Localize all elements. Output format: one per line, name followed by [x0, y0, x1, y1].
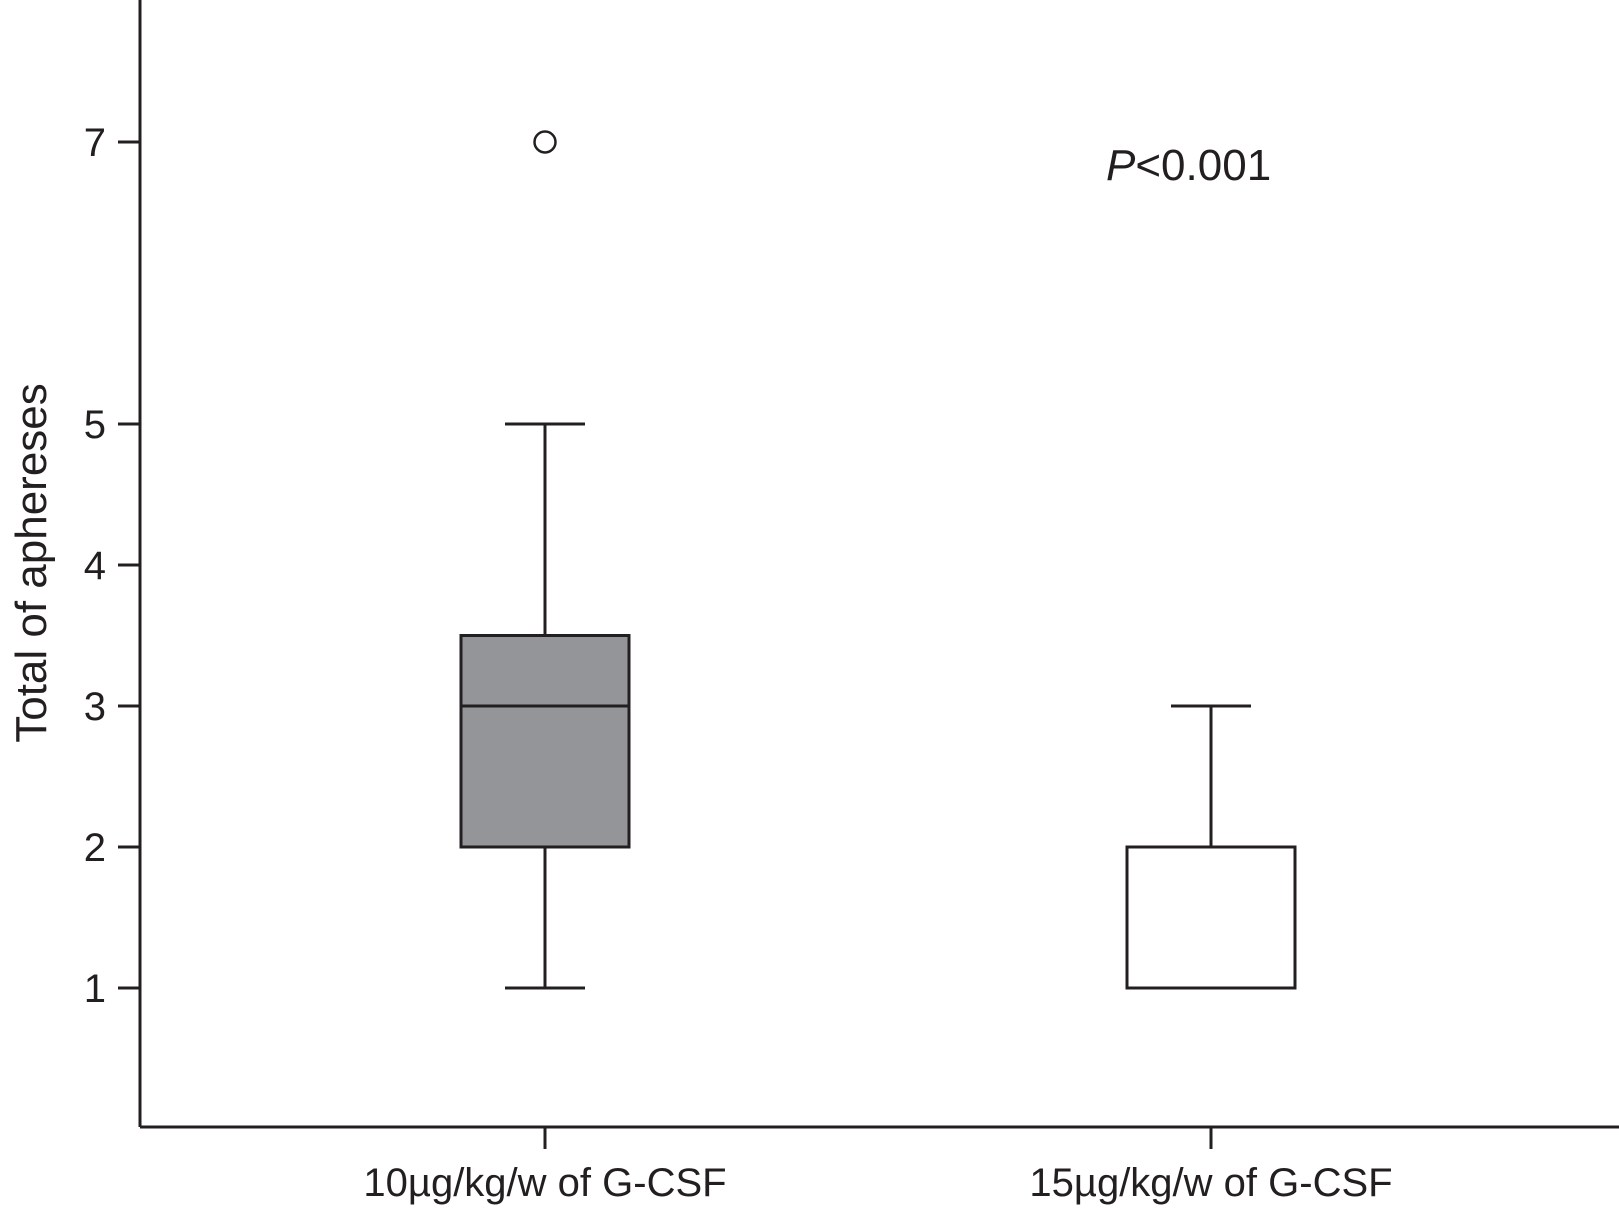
outlier-point: [533, 130, 557, 154]
p-value-rest: <0.001: [1135, 141, 1271, 190]
box-group: [1125, 704, 1297, 990]
box: [1125, 845, 1297, 990]
y-tick-label: 7: [84, 121, 106, 165]
boxes: [459, 130, 1297, 990]
y-tick-label: 2: [84, 826, 106, 870]
y-tick-label: 1: [84, 967, 106, 1011]
x-ticks: 10µg/kg/w of G-CSF 15µg/kg/w of G-CSF: [363, 1127, 1393, 1205]
p-value-annotation: P<0.001: [1106, 141, 1271, 190]
y-tick-label: 5: [84, 403, 106, 447]
y-ticks: 1 2 3 4 5 7: [84, 121, 140, 1011]
x-tick-label: 15µg/kg/w of G-CSF: [1029, 1161, 1392, 1205]
y-axis-title: Total of aphereses: [7, 383, 56, 743]
axes: [138, 0, 1619, 1129]
x-tick-label: 10µg/kg/w of G-CSF: [363, 1161, 726, 1205]
y-tick-label: 3: [84, 685, 106, 729]
box-group: [459, 130, 631, 990]
y-tick-label: 4: [84, 544, 106, 588]
box: [459, 634, 631, 849]
p-value-italic: P: [1106, 141, 1136, 190]
